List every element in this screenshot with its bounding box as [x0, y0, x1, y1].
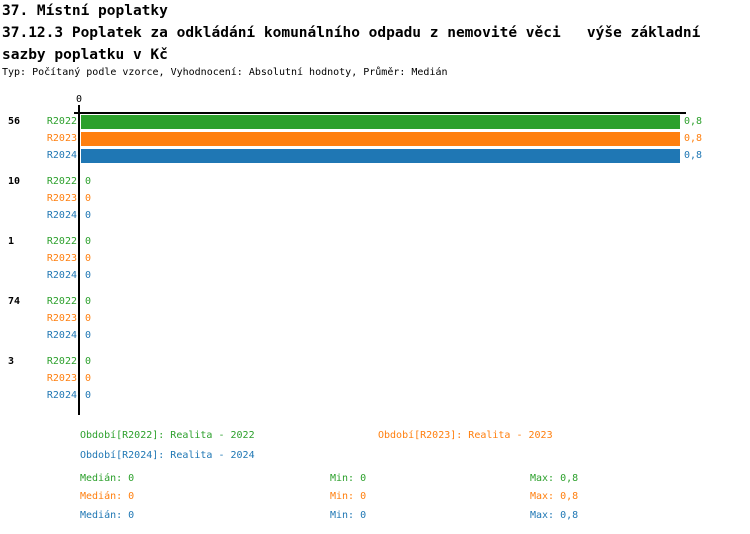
series-row-label: R2023 [46, 313, 77, 324]
legend-period-r2023: Období[R2023]: Realita - 2023 [378, 430, 553, 441]
bar-value-label: 0,8 [684, 133, 703, 144]
series-row-label: R2022 [46, 236, 77, 247]
bar-value-label: 0,8 [684, 150, 703, 161]
series-row-label: R2024 [46, 390, 77, 401]
bar-value-label: 0 [85, 313, 92, 324]
bar-value-label: 0 [85, 390, 92, 401]
page-title: 37. Místní poplatky [2, 3, 168, 19]
page-subtitle-line-2: sazby poplatku v Kč [2, 47, 168, 63]
bar-r2023 [81, 132, 680, 146]
series-row-label: R2024 [46, 270, 77, 281]
group-label: 3 [8, 356, 15, 367]
series-row-label: R2023 [46, 193, 77, 204]
series-row-label: R2022 [46, 116, 77, 127]
group-label: 1 [8, 236, 15, 247]
axis-zero-tick-label: 0 [75, 94, 83, 105]
group-label: 10 [8, 176, 21, 187]
series-row-label: R2022 [46, 296, 77, 307]
stat-median-r2023: Medián: 0 [80, 491, 135, 502]
series-row-label: R2023 [46, 373, 77, 384]
legend-period-r2024: Období[R2024]: Realita - 2024 [80, 450, 255, 461]
series-row-label: R2023 [46, 253, 77, 264]
bar-value-label: 0 [85, 193, 92, 204]
category-axis-line [78, 105, 80, 415]
stat-max-r2024: Max: 0,8 [530, 510, 579, 521]
series-row-label: R2023 [46, 133, 77, 144]
stat-min-r2022: Min: 0 [330, 473, 367, 484]
bar-value-label: 0 [85, 356, 92, 367]
series-row-label: R2024 [46, 210, 77, 221]
bar-value-label: 0 [85, 296, 92, 307]
series-row-label: R2024 [46, 330, 77, 341]
bar-value-label: 0 [85, 236, 92, 247]
bar-value-label: 0 [85, 210, 92, 221]
report-meta: Typ: Počítaný podle vzorce, Vyhodnocení:… [2, 67, 448, 78]
stat-max-r2022: Max: 0,8 [530, 473, 579, 484]
stat-median-r2022: Medián: 0 [80, 473, 135, 484]
bar-value-label: 0,8 [684, 116, 703, 127]
series-row-label: R2022 [46, 356, 77, 367]
stat-min-r2023: Min: 0 [330, 491, 367, 502]
series-row-label: R2022 [46, 176, 77, 187]
bar-value-label: 0 [85, 176, 92, 187]
bar-value-label: 0 [85, 253, 92, 264]
bar-value-label: 0 [85, 270, 92, 281]
series-row-label: R2024 [46, 150, 77, 161]
stat-median-r2024: Medián: 0 [80, 510, 135, 521]
value-axis-line [74, 112, 686, 114]
bar-r2022 [81, 115, 680, 129]
bar-value-label: 0 [85, 373, 92, 384]
stat-min-r2024: Min: 0 [330, 510, 367, 521]
group-label: 74 [8, 296, 21, 307]
page-subtitle-line-1: 37.12.3 Poplatek za odkládání komunálníh… [2, 25, 701, 41]
group-label: 56 [8, 116, 21, 127]
legend-period-r2022: Období[R2022]: Realita - 2022 [80, 430, 255, 441]
bar-r2024 [81, 149, 680, 163]
stat-max-r2023: Max: 0,8 [530, 491, 579, 502]
bar-value-label: 0 [85, 330, 92, 341]
